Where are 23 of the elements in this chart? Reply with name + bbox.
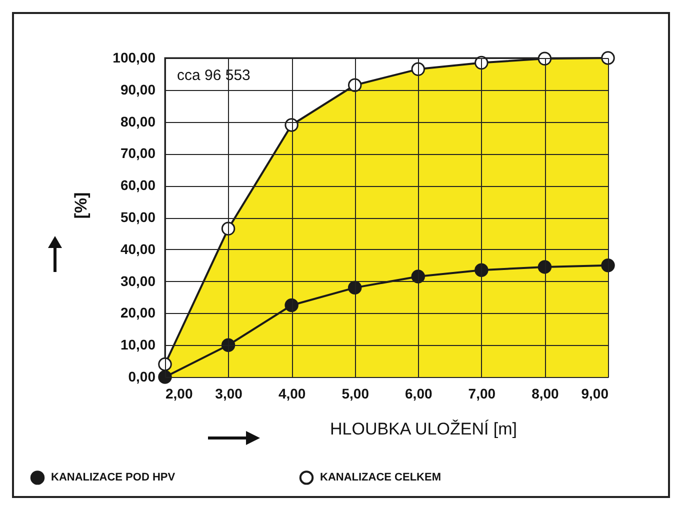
y-tick-label: 10,00 (120, 336, 156, 353)
x-tick-label: 9,00 (581, 386, 609, 402)
y-tick-label: 90,00 (120, 81, 156, 98)
y-tick-label: 40,00 (120, 240, 156, 257)
x-tick-label: 2,00 (166, 386, 193, 402)
x-tick-label: 4,00 (278, 386, 306, 402)
x-tick-label: 8,00 (532, 386, 560, 402)
y-tick-label: 80,00 (120, 113, 156, 130)
x-tick-label: 3,00 (215, 386, 243, 402)
legend-label: KANALIZACE POD HPV (51, 472, 176, 484)
y-tick-label: 60,00 (120, 177, 156, 194)
y-tick-label: 70,00 (120, 145, 156, 162)
legend-label: KANALIZACE CELKEM (320, 472, 441, 484)
y-tick-label: 100,00 (112, 50, 156, 66)
x-tick-label: 5,00 (342, 386, 370, 402)
x-axis-title: HLOUBKA ULOŽENÍ [m] (330, 420, 518, 438)
y-tick-label: 0,00 (128, 368, 156, 384)
x-tick-label: 6,00 (405, 386, 432, 402)
y-tick-label: 20,00 (120, 304, 156, 321)
y-axis-title: [%] (72, 192, 91, 219)
x-tick-label: 7,00 (468, 386, 496, 402)
y-tick-label: 30,00 (120, 272, 156, 289)
y-tick-label: 50,00 (120, 209, 156, 225)
